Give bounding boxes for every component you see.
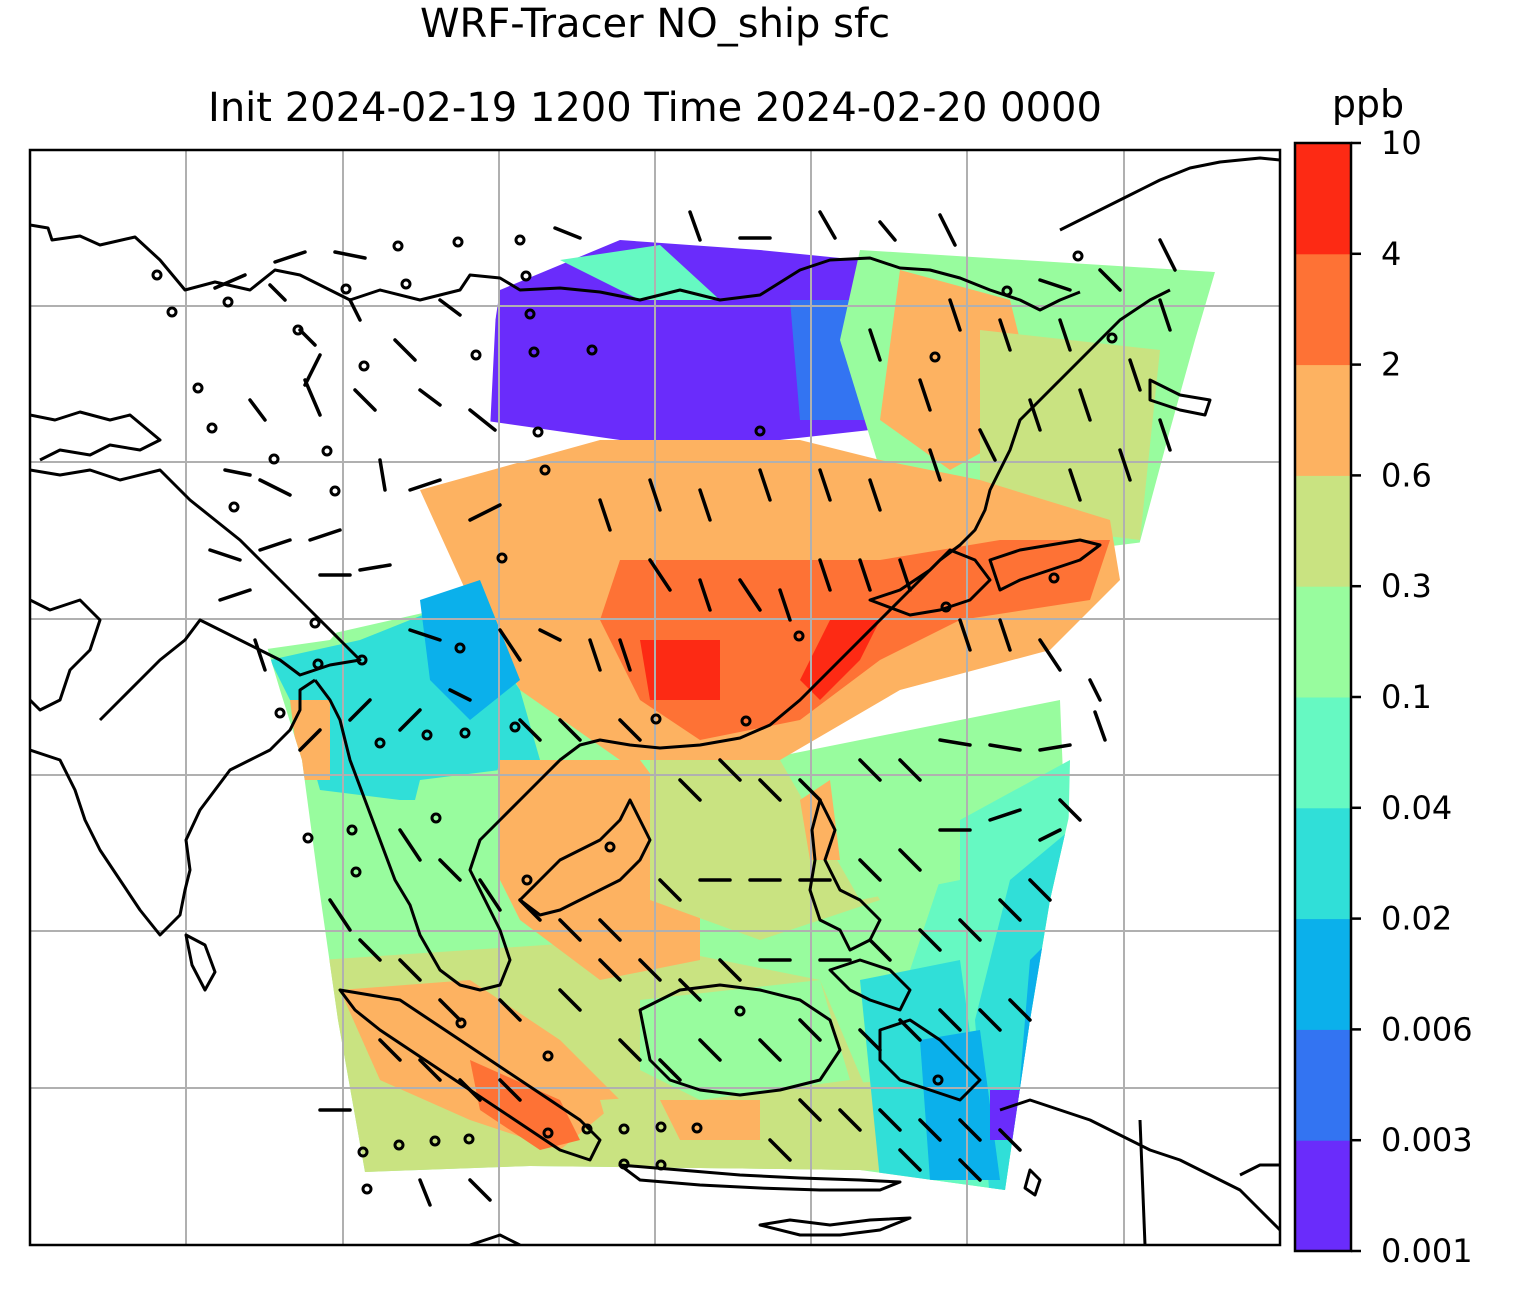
colorbar-swatch: [1295, 918, 1351, 1030]
colorbar-tick-label: 2: [1381, 346, 1401, 384]
colorbar-tick-label: 0.1: [1381, 678, 1432, 716]
colorbar-swatch: [1295, 475, 1351, 587]
colorbar-tick-label: 0.04: [1381, 789, 1452, 827]
colorbar-tick-label: 0.6: [1381, 456, 1432, 494]
colorbar-unit-label: ppb: [1332, 82, 1404, 126]
colorbar-tick-label: 0.003: [1381, 1121, 1473, 1159]
title-line-2: Init 2024-02-19 1200 Time 2024-02-20 000…: [208, 85, 1102, 131]
map-frame: [28, 148, 1282, 1247]
colorbar-swatch: [1295, 1029, 1351, 1141]
colorbar-tick-label: 4: [1381, 235, 1401, 273]
colorbar-tick-label: 10: [1381, 124, 1422, 162]
colorbar-tick-label: 0.3: [1381, 567, 1432, 605]
wind-barbs: [208, 210, 1177, 1207]
colorbar-swatch: [1295, 697, 1351, 809]
colorbar-swatch: [1295, 364, 1351, 476]
coastlines: [30, 156, 1280, 1245]
colorbar-ticks: 0.001 0.003 0.006 0.02 0.04 0.1 0.3 0.6 2 4 10: [1351, 124, 1473, 1270]
colorbar-swatches: [1295, 143, 1351, 1252]
colorbar-swatch: [1295, 586, 1351, 698]
colorbar-tick-label: 0.02: [1381, 900, 1452, 938]
gridlines: [30, 150, 1280, 1245]
colorbar-swatch: [1295, 253, 1351, 366]
colorbar-swatch: [1295, 143, 1351, 255]
colorbar-swatch: [1295, 807, 1351, 920]
colorbar-tick-label: 0.006: [1381, 1010, 1473, 1048]
title-line-1: WRF-Tracer NO_ship sfc: [419, 1, 891, 47]
colorbar-tick-label: 0.001: [1381, 1232, 1473, 1270]
calm-markers: [151, 234, 1118, 1195]
colorbar-swatch: [1295, 1140, 1351, 1252]
